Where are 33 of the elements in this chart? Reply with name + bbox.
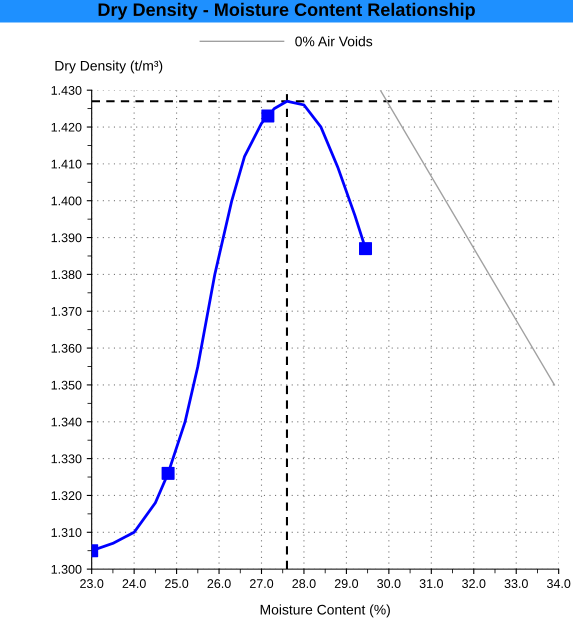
text: 0% Air Voids bbox=[295, 36, 372, 46]
x-tick-label: 31.0 bbox=[420, 579, 443, 588]
y-tick-label: 1.340 bbox=[52, 418, 82, 426]
y-tick-label: 1.410 bbox=[52, 160, 82, 169]
x-tick-label: 25.0 bbox=[165, 579, 188, 588]
x-tick-label: 23.0 bbox=[80, 579, 104, 588]
x-tick-label: 26.0 bbox=[208, 579, 231, 588]
y-tick-label: 1.330 bbox=[52, 454, 82, 464]
x-tick-label: 27.0 bbox=[250, 579, 274, 588]
point bbox=[162, 466, 175, 480]
x-tick-label: 34.0 bbox=[546, 579, 570, 588]
y-tick-label: 1.360 bbox=[52, 344, 82, 353]
point bbox=[359, 242, 372, 256]
x-tick-label: 28.0 bbox=[292, 579, 316, 588]
y-tick-label: 1.350 bbox=[52, 380, 82, 390]
x-tick-label: 33.0 bbox=[504, 579, 528, 588]
chart-title: Dry Density - Moisture Content Relationship bbox=[98, 2, 475, 20]
x-tick-label: 24.0 bbox=[122, 579, 146, 588]
y-tick-label: 1.430 bbox=[52, 86, 82, 95]
y-tick-label: 1.370 bbox=[52, 307, 82, 316]
y-tick-label: 1.420 bbox=[52, 122, 82, 132]
y-tick-label: 1.400 bbox=[52, 196, 82, 206]
y-axis-title: Dry Density (t/m³) bbox=[55, 60, 162, 74]
x-tick-label: 30.0 bbox=[377, 579, 401, 588]
y-tick-label: 1.300 bbox=[52, 564, 82, 574]
x-axis-title: Moisture Content (%) bbox=[260, 604, 390, 618]
y-tick-label: 1.310 bbox=[52, 528, 82, 537]
y-tick-label: 1.380 bbox=[52, 270, 82, 280]
x-tick-label: 29.0 bbox=[334, 579, 358, 588]
y-tick-label: 1.390 bbox=[52, 233, 82, 242]
x-tick-label: 32.0 bbox=[462, 579, 486, 588]
y-tick-label: 1.320 bbox=[52, 491, 82, 500]
point bbox=[261, 109, 274, 122]
